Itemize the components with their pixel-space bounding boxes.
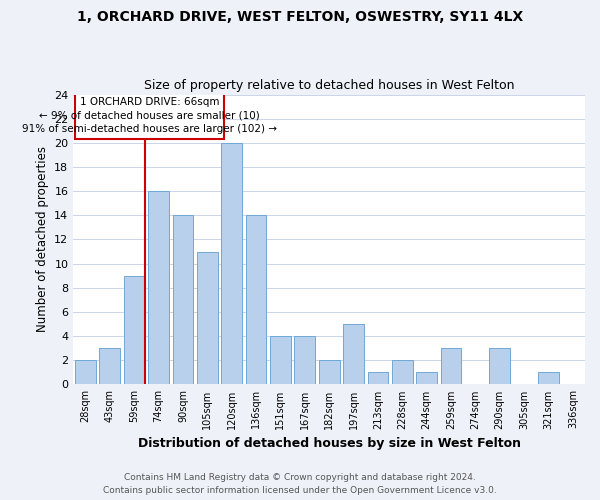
Bar xyxy=(245,216,266,384)
Bar xyxy=(368,372,388,384)
Bar xyxy=(295,336,315,384)
X-axis label: Distribution of detached houses by size in West Felton: Distribution of detached houses by size … xyxy=(137,437,521,450)
Bar xyxy=(221,143,242,384)
Bar xyxy=(440,348,461,385)
Text: 1, ORCHARD DRIVE, WEST FELTON, OSWESTRY, SY11 4LX: 1, ORCHARD DRIVE, WEST FELTON, OSWESTRY,… xyxy=(77,10,523,24)
Bar xyxy=(148,191,169,384)
Y-axis label: Number of detached properties: Number of detached properties xyxy=(35,146,49,332)
Text: 1 ORCHARD DRIVE: 66sqm
← 9% of detached houses are smaller (10)
91% of semi-deta: 1 ORCHARD DRIVE: 66sqm ← 9% of detached … xyxy=(22,98,277,134)
Bar xyxy=(490,348,510,385)
Bar xyxy=(74,92,224,139)
Bar xyxy=(392,360,413,384)
Bar xyxy=(319,360,340,384)
Text: Contains HM Land Registry data © Crown copyright and database right 2024.
Contai: Contains HM Land Registry data © Crown c… xyxy=(103,474,497,495)
Title: Size of property relative to detached houses in West Felton: Size of property relative to detached ho… xyxy=(144,79,514,92)
Bar xyxy=(538,372,559,384)
Bar xyxy=(416,372,437,384)
Bar xyxy=(197,252,218,384)
Bar xyxy=(100,348,120,385)
Bar xyxy=(124,276,145,384)
Bar xyxy=(270,336,291,384)
Bar xyxy=(173,216,193,384)
Bar xyxy=(343,324,364,384)
Bar xyxy=(75,360,96,384)
